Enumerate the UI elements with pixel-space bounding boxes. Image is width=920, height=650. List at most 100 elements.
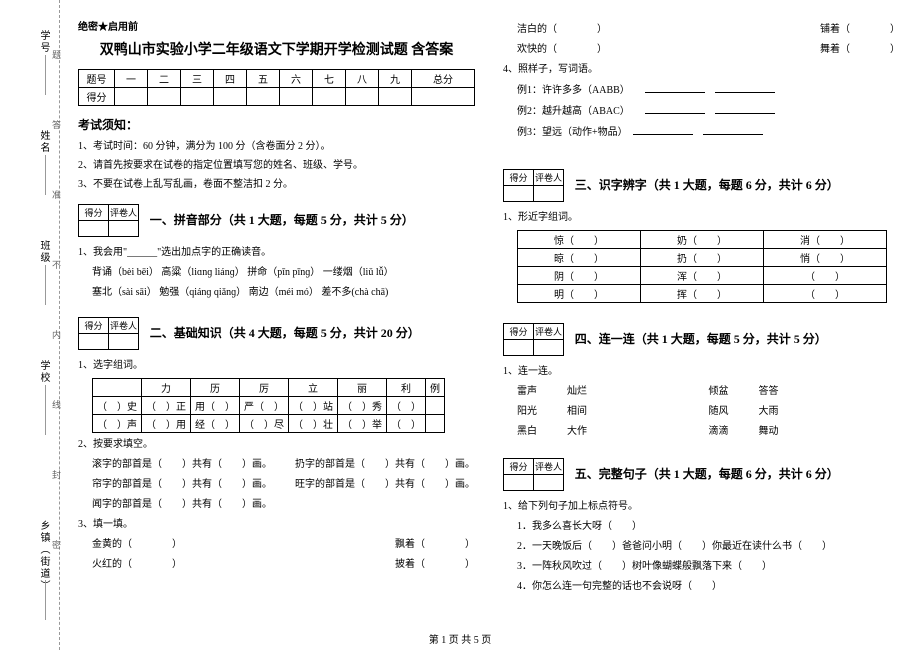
mini-score: 得分 — [504, 324, 534, 340]
score-table: 题号 一 二 三 四 五 六 七 八 九 总分 得分 — [78, 69, 475, 106]
mini-grader: 评卷人 — [109, 205, 139, 221]
blank-line — [715, 103, 775, 114]
char-grid: 力 历 厉 立 丽 利 例 （ ）史 （ ）正 用（ ） 严（ ） （ ）站 （… — [92, 378, 445, 433]
s2-q3-row: 欢快的（ ） 舞着（ ） — [517, 42, 900, 58]
mini-grader: 评卷人 — [534, 459, 564, 475]
blank-line — [645, 82, 705, 93]
notice-line: 1、考试时间：60 分钟，满分为 100 分（含卷面分 2 分）。 — [78, 137, 475, 152]
seal-mark: 不 — [50, 260, 63, 269]
s2-q4: 4、照样子，写词语。 — [503, 62, 900, 78]
blank-line — [715, 82, 775, 93]
mini-score: 得分 — [504, 459, 534, 475]
notice-line: 2、请首先按要求在试卷的指定位置填写您的姓名、班级、学号。 — [78, 156, 475, 171]
score-mini-box: 得分评卷人 — [503, 323, 564, 356]
score-h: 四 — [214, 70, 247, 88]
mini-score: 得分 — [79, 318, 109, 334]
section-4-title: 四、连一连（共 1 大题，每题 5 分，共计 5 分） — [575, 330, 827, 347]
seal-mark: 密 — [50, 540, 63, 549]
s2-q3-row: 金黄的（ ） 飘着（ ） — [92, 537, 475, 553]
fill-item: 金黄的（ ） — [92, 537, 182, 553]
right-column: 洁白的（ ） 铺着（ ） 欢快的（ ） 舞着（ ） 4、照样子，写词语。 例1：… — [503, 18, 900, 628]
score-h: 八 — [346, 70, 379, 88]
vlabel-name: 姓名 — [36, 130, 51, 154]
score-mini-box: 得分评卷人 — [503, 169, 564, 202]
binding-line — [45, 55, 46, 95]
vlabel-school: 学校 — [36, 360, 51, 384]
fill-item: 欢快的（ ） — [517, 42, 607, 58]
vlabel-id: 学号 — [36, 30, 51, 54]
fill-item: 帘字的部首是（ ）共有（ ）画。 — [92, 477, 272, 493]
score-value-row: 得分 — [79, 88, 475, 106]
fill-item: 披着（ ） — [395, 557, 475, 573]
left-column: 绝密★启用前 双鸭山市实验小学二年级语文下学期开学检测试题 含答案 题号 一 二… — [78, 18, 475, 628]
mini-grader: 评卷人 — [534, 324, 564, 340]
connect-row: 阳光 相间 随风 大雨 — [517, 404, 900, 420]
s2-q4c: 例3：望远（动作+物品） — [517, 124, 900, 141]
score-h: 六 — [280, 70, 313, 88]
score-h: 一 — [115, 70, 148, 88]
s5-line: 1．我多么喜长大呀（ ） — [517, 519, 900, 535]
fill-item: 闻字的部首是（ ）共有（ ）画。 — [92, 499, 272, 510]
s2-q2-row: 帘字的部首是（ ）共有（ ）画。 旺字的部首是（ ）共有（ ）画。 — [92, 477, 475, 493]
seal-mark: 题 — [50, 50, 63, 59]
exam-title: 双鸭山市实验小学二年级语文下学期开学检测试题 含答案 — [78, 39, 475, 59]
s2-q3: 3、填一填。 — [78, 517, 475, 533]
connect-row: 雷声 灿烂 倾盆 答答 — [517, 384, 900, 400]
fill-item: 旺字的部首是（ ）共有（ ）画。 — [295, 477, 475, 493]
s5-line: 3．一阵秋风吹过（ ）树叶像蝴蝶般飘落下来（ ） — [517, 559, 900, 575]
s3-q1: 1、形近字组词。 — [503, 210, 900, 226]
score-mini-box: 得分评卷人 — [503, 458, 564, 491]
s2-q1: 1、选字组词。 — [78, 358, 475, 374]
fill-item: 铺着（ ） — [820, 22, 900, 38]
s2-q4a: 例1：许许多多（AABB） — [517, 82, 900, 99]
vlabel-class: 班级 — [36, 240, 51, 264]
connect-row: 黑白 大作 滴滴 舞动 — [517, 424, 900, 440]
mini-grader: 评卷人 — [534, 170, 564, 186]
s2-q4b: 例2：越升越高（ABAC） — [517, 103, 900, 120]
q1-row: 塞北（sài sāi） 勉强（qiánɡ qiǎnɡ） 南边（méi mó） 差… — [92, 285, 475, 301]
q1-prompt: 1、我会用"______"选出加点字的正确读音。 — [78, 245, 475, 261]
score-row-label: 得分 — [79, 88, 115, 106]
fill-item: 扔字的部首是（ ）共有（ ）画。 — [295, 457, 475, 473]
binding-margin: 学号 姓名 班级 学校 乡镇（街道） 题 答 准 不 内 线 封 密 — [0, 0, 60, 650]
binding-line — [45, 155, 46, 195]
page-content: 绝密★启用前 双鸭山市实验小学二年级语文下学期开学检测试题 含答案 题号 一 二… — [78, 18, 900, 628]
score-mini-box: 得分评卷人 — [78, 204, 139, 237]
score-h: 九 — [379, 70, 412, 88]
score-h: 二 — [148, 70, 181, 88]
section-3-title: 三、识字辨字（共 1 大题，每题 6 分，共计 6 分） — [575, 176, 839, 193]
page-footer: 第 1 页 共 5 页 — [0, 631, 920, 646]
blank-line — [703, 124, 763, 135]
s2-q2: 2、按要求填空。 — [78, 437, 475, 453]
seal-mark: 内 — [50, 330, 63, 339]
q1-row: 背诵（bèi bēi） 高粱（liɑnɡ liánɡ） 拼命（pīn pīnɡ）… — [92, 265, 475, 281]
section-1-title: 一、拼音部分（共 1 大题，每题 5 分，共计 5 分） — [150, 211, 414, 228]
s5-q1: 1、给下列句子加上标点符号。 — [503, 499, 900, 515]
binding-line — [45, 580, 46, 620]
secret-label: 绝密★启用前 — [78, 18, 475, 33]
fill-item: 飘着（ ） — [395, 537, 475, 553]
s2-q2-row: 滚字的部首是（ ）共有（ ）画。 扔字的部首是（ ）共有（ ）画。 — [92, 457, 475, 473]
score-h: 三 — [181, 70, 214, 88]
seal-mark: 封 — [50, 470, 63, 479]
s2-q3-row: 洁白的（ ） 铺着（ ） — [517, 22, 900, 38]
score-h: 总分 — [412, 70, 475, 88]
binding-line — [45, 265, 46, 305]
mini-grader: 评卷人 — [109, 318, 139, 334]
vlabel-town: 乡镇（街道） — [36, 520, 51, 592]
section-2-title: 二、基础知识（共 4 大题，每题 5 分，共计 20 分） — [150, 324, 420, 341]
near-char-grid: 惊（ ）奶（ ）消（ ） 晾（ ）扔（ ）悄（ ） 阴（ ）浑（ ）（ ） 明（… — [517, 230, 887, 303]
notice-heading: 考试须知： — [78, 116, 475, 133]
fill-item: 舞着（ ） — [820, 42, 900, 58]
mini-score: 得分 — [79, 205, 109, 221]
notice-line: 3、不要在试卷上乱写乱画，卷面不整洁扣 2 分。 — [78, 175, 475, 190]
score-h: 七 — [313, 70, 346, 88]
s5-line: 2．一天晚饭后（ ）爸爸问小明（ ）你最近在读什么书（ ） — [517, 539, 900, 555]
fill-item: 滚字的部首是（ ）共有（ ）画。 — [92, 457, 272, 473]
s2-q3-row: 火红的（ ） 披着（ ） — [92, 557, 475, 573]
fill-item: 洁白的（ ） — [517, 22, 607, 38]
fill-item: 火红的（ ） — [92, 557, 182, 573]
binding-line — [45, 385, 46, 435]
section-5-title: 五、完整句子（共 1 大题，每题 6 分，共计 6 分） — [575, 465, 839, 482]
score-h: 题号 — [79, 70, 115, 88]
